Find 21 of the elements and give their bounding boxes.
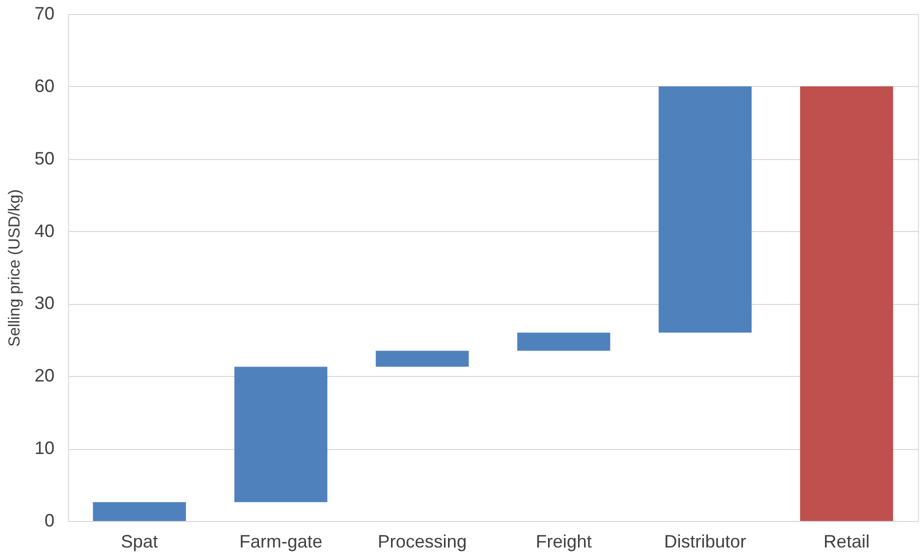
y-tick-label: 70 (34, 4, 54, 24)
bar (234, 366, 328, 502)
x-tick-label: Processing (378, 532, 467, 552)
bar (800, 86, 894, 521)
y-tick-label: 50 (34, 148, 54, 168)
y-tick-label: 30 (34, 293, 54, 314)
y-tick-label: 0 (44, 510, 54, 530)
bar (92, 502, 186, 521)
bar (376, 350, 469, 367)
y-axis-title: Selling price (USD/kg) (6, 189, 24, 347)
x-tick-label: Freight (536, 532, 592, 552)
y-tick-label: 40 (34, 220, 54, 241)
x-tick-label: Farm-gate (239, 532, 322, 552)
y-tick-label: 60 (34, 76, 54, 96)
y-tick-label: 20 (34, 366, 54, 386)
y-tick-label: 10 (34, 438, 54, 458)
bar (658, 86, 752, 333)
bar (517, 332, 610, 351)
x-tick-label: Distributor (664, 532, 746, 552)
x-tick-label: Spat (120, 532, 158, 552)
x-tick-label: Retail (824, 532, 870, 552)
